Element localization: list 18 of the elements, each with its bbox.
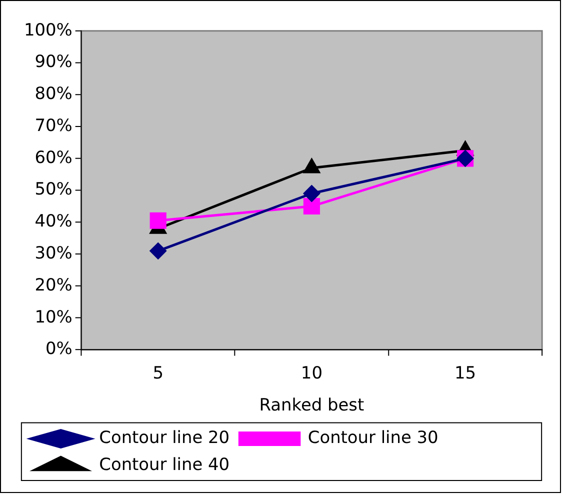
- y-tick-label: 0%: [45, 338, 72, 358]
- x-tick-label: 5: [152, 362, 164, 382]
- x-tick-label: 15: [454, 362, 476, 382]
- x-tick-label: 10: [300, 362, 322, 382]
- y-tick-label: 100%: [24, 19, 72, 40]
- x-axis-title: Ranked best: [259, 394, 364, 415]
- legend-label: Contour line 30: [308, 427, 438, 448]
- y-tick-label: 10%: [34, 306, 72, 326]
- y-tick-label: 70%: [34, 114, 72, 135]
- y-tick-label: 20%: [34, 274, 72, 294]
- y-tick-label: 90%: [34, 51, 72, 72]
- y-tick-label: 30%: [34, 242, 72, 263]
- y-tick-label: 80%: [34, 83, 72, 104]
- legend-label: Contour line 20: [99, 427, 230, 448]
- y-tick-label: 60%: [34, 146, 72, 167]
- y-tick-label: 40%: [34, 210, 72, 231]
- legend-label: Contour line 40: [99, 454, 230, 474]
- y-tick-label: 50%: [34, 178, 72, 199]
